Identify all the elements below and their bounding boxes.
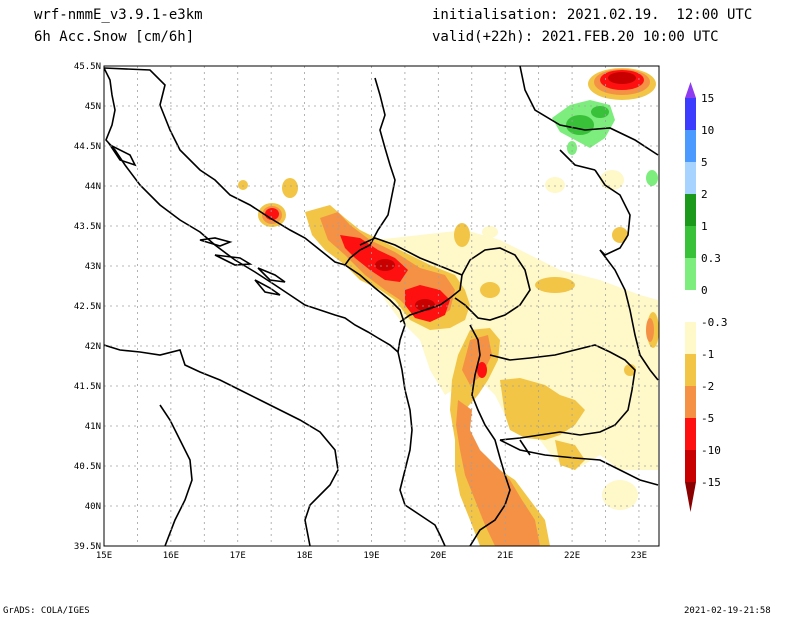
colorbar-segment bbox=[685, 194, 696, 226]
colorbar-label: -10 bbox=[701, 444, 721, 457]
lon-tick-label: 17E bbox=[230, 551, 246, 561]
colorbar-segment bbox=[685, 386, 696, 418]
colorbar-segment bbox=[685, 162, 696, 194]
lat-tick-label: 43N bbox=[85, 262, 101, 272]
footer-timestamp: 2021-02-19-21:58 bbox=[684, 606, 771, 616]
grid-lines bbox=[104, 66, 659, 546]
colorbar-segment bbox=[685, 290, 696, 322]
init-time: initialisation: 2021.02.19. 12:00 UTC bbox=[432, 7, 753, 23]
colorbar-label: 5 bbox=[701, 156, 708, 169]
colorbar-label: -0.3 bbox=[701, 316, 728, 329]
lon-tick-label: 20E bbox=[430, 551, 446, 561]
lon-tick-label: 21E bbox=[497, 551, 513, 561]
colorbar-label: 2 bbox=[701, 188, 708, 201]
colorbar-segment bbox=[685, 130, 696, 162]
lat-tick-label: 44.5N bbox=[74, 142, 101, 152]
colorbar-label: -1 bbox=[701, 348, 714, 361]
lat-tick-label: 41.5N bbox=[74, 382, 101, 392]
field-title: 6h Acc.Snow [cm/6h] bbox=[34, 29, 195, 45]
lon-tick-label: 18E bbox=[296, 551, 312, 561]
lat-tick-label: 39.5N bbox=[74, 542, 101, 552]
colorbar-segment bbox=[685, 226, 696, 258]
colorbar-segment bbox=[685, 354, 696, 386]
colorbar-top-arrow bbox=[685, 82, 696, 98]
lon-tick-label: 15E bbox=[96, 551, 112, 561]
snow-field bbox=[238, 68, 659, 546]
lon-tick-label: 22E bbox=[564, 551, 580, 561]
lat-tick-label: 43.5N bbox=[74, 222, 101, 232]
colorbar-segment bbox=[685, 258, 696, 290]
lat-tick-label: 41N bbox=[85, 422, 101, 432]
lat-tick-label: 40.5N bbox=[74, 462, 101, 472]
valid-time: valid(+22h): 2021.FEB.20 10:00 UTC bbox=[432, 29, 719, 45]
colorbar-label: 1 bbox=[701, 220, 708, 233]
model-title: wrf-nmmE_v3.9.1-e3km bbox=[34, 7, 203, 23]
colorbar-label: 0.3 bbox=[701, 252, 721, 265]
lat-tick-label: 45.5N bbox=[74, 62, 101, 72]
colorbar-label: 15 bbox=[701, 92, 714, 105]
lat-tick-label: 45N bbox=[85, 102, 101, 112]
map-frame bbox=[103, 65, 660, 547]
lon-tick-label: 23E bbox=[631, 551, 647, 561]
colorbar-label: -2 bbox=[701, 380, 714, 393]
lat-tick-label: 40N bbox=[85, 502, 101, 512]
colorbar-segment bbox=[685, 450, 696, 482]
colorbar-label: -15 bbox=[701, 476, 721, 489]
lat-tick-labels: 45.5N 45N 44.5N 44N 43.5N 43N 42.5N 42N 41.5N 41N… bbox=[74, 62, 101, 552]
colorbar-segment bbox=[685, 98, 696, 130]
lat-tick-label: 42.5N bbox=[74, 302, 101, 312]
colorbar-bottom-arrow bbox=[685, 482, 696, 512]
lon-tick-label: 16E bbox=[163, 551, 179, 561]
colorbar-label: 10 bbox=[701, 124, 714, 137]
lat-tick-label: 44N bbox=[85, 182, 101, 192]
lat-tick-label: 42N bbox=[85, 342, 101, 352]
colorbar-segment bbox=[685, 322, 696, 354]
colorbar: 15 10 5 2 1 0.3 0 -0.3 -1 -2 -5 -10 -15 bbox=[685, 82, 728, 512]
lon-tick-label: 19E bbox=[363, 551, 379, 561]
colorbar-label: -5 bbox=[701, 412, 714, 425]
colorbar-segment bbox=[685, 418, 696, 450]
footer-credit: GrADS: COLA/IGES bbox=[3, 606, 90, 616]
colorbar-label: 0 bbox=[701, 284, 708, 297]
lon-tick-labels: 15E 16E 17E 18E 19E 20E 21E 22E 23E bbox=[96, 551, 647, 561]
